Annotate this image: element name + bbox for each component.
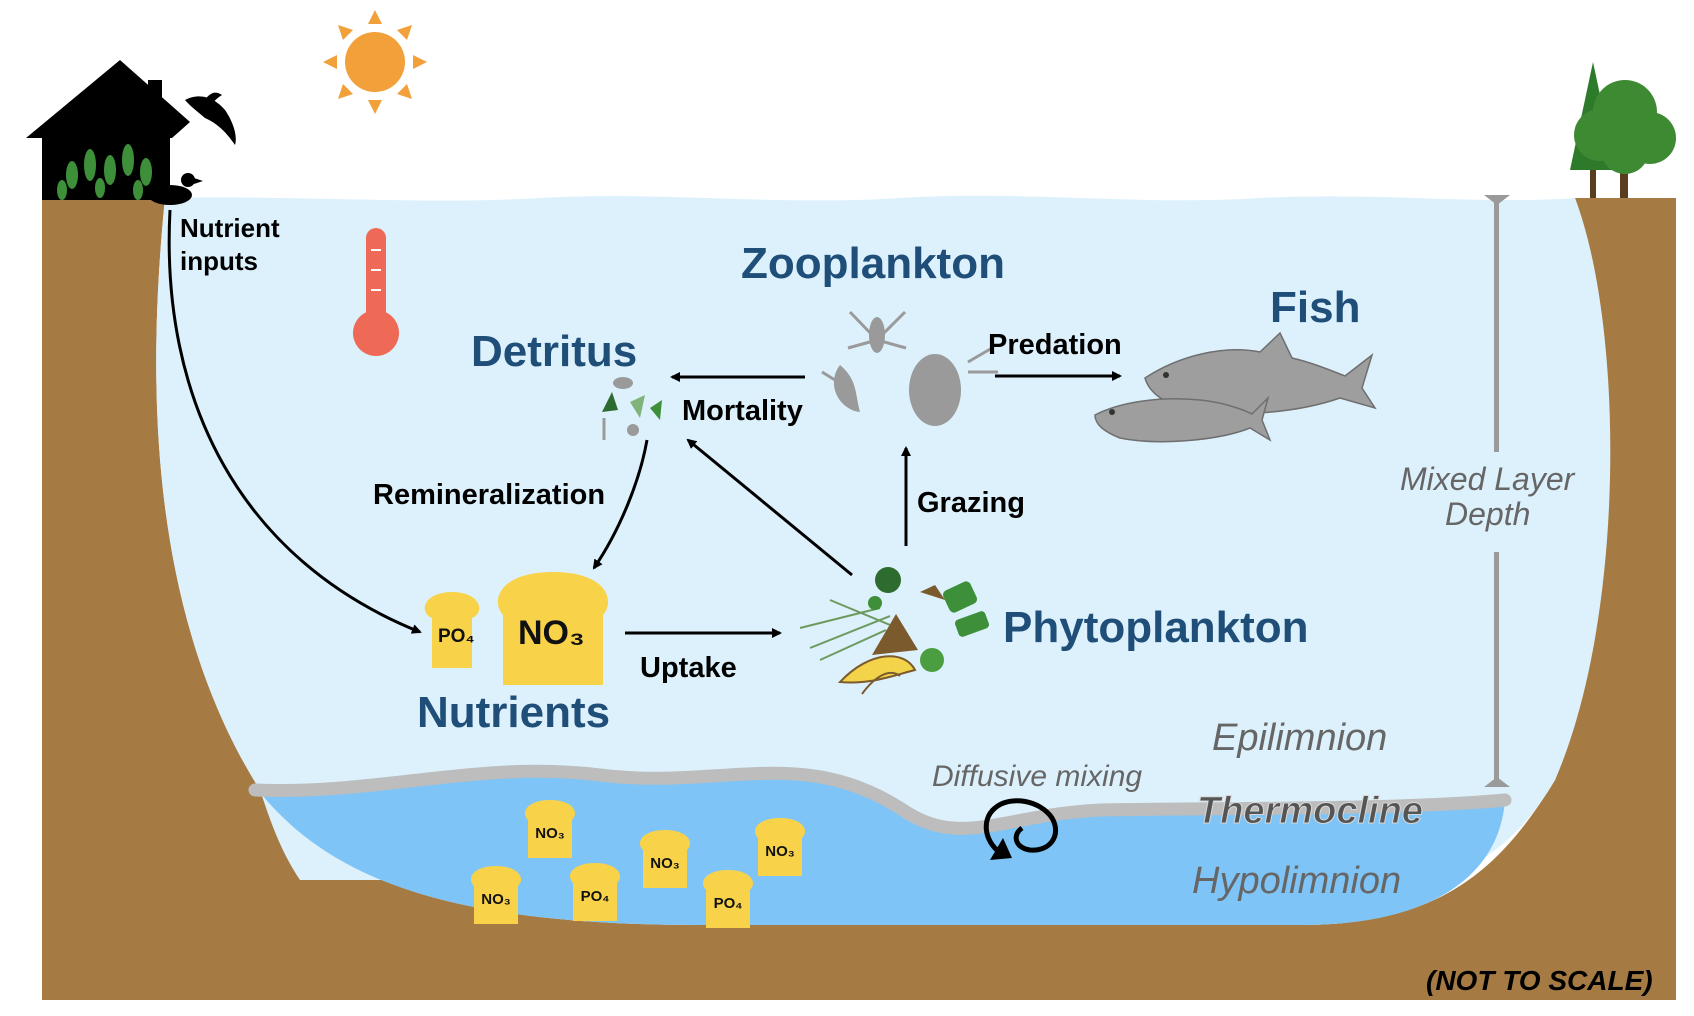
soil-basin: [42, 198, 1676, 1000]
crop-plants-icon: [57, 144, 152, 200]
not-to-scale-label: (NOT TO SCALE): [1426, 965, 1653, 996]
hypolimnion-nutrient-label: PO₄: [714, 895, 743, 912]
remineralization-arrow: [592, 439, 649, 570]
mixed-layer-depth-bar: [1484, 195, 1510, 787]
nutrient-inputs-label-line2: inputs: [180, 246, 258, 276]
hypolimnion-nutrient-icon: PO₄: [702, 870, 754, 928]
tree-icon: [1570, 62, 1676, 198]
hypolimnion-nutrient-icons: NO₃ NO₃ NO₃ NO₃ PO₄ PO₄: [470, 800, 806, 928]
grazing-label: Grazing: [917, 487, 1025, 519]
hypolimnion-nutrient-icon: PO₄: [569, 863, 621, 921]
mortality-label: Mortality: [682, 395, 803, 427]
hypolimnion-nutrient-icon: NO₃: [470, 866, 522, 924]
arrows: [167, 209, 1122, 638]
no3-label: NO₃: [518, 614, 585, 652]
hypolimnion-nutrient-label: NO₃: [765, 843, 795, 860]
remineralization-label: Remineralization: [373, 479, 605, 511]
phytoplankton-icon: [799, 567, 989, 695]
thermocline-label: Thermocline: [1197, 790, 1423, 832]
mixed-layer-depth-label-line2: Depth: [1445, 496, 1530, 532]
hypolimnion-nutrient-label: NO₃: [650, 855, 680, 872]
hypolimnion-nutrient-label: PO₄: [581, 888, 610, 905]
nutrients-label: Nutrients: [417, 688, 610, 737]
hypolimnion-nutrient-icon: NO₃: [639, 830, 691, 888]
zooplankton-label: Zooplankton: [741, 239, 1005, 288]
detritus-icon: [602, 377, 662, 440]
nutrient-inputs-label-line1: Nutrient: [180, 213, 280, 243]
predation-label: Predation: [988, 329, 1122, 361]
phytoplankton-label: Phytoplankton: [1003, 603, 1309, 652]
hypolimnion-nutrient-icon: NO₃: [754, 818, 806, 876]
hypolimnion-label: Hypolimnion: [1192, 860, 1401, 902]
po4-nutrient-icon: [424, 592, 480, 668]
sun-icon: [323, 10, 427, 114]
diffusive-mixing-label: Diffusive mixing: [932, 760, 1142, 793]
thermometer-icon: [353, 228, 399, 356]
fish-icon: [1094, 331, 1377, 443]
diffusive-mixing-icon: [983, 798, 1059, 860]
epilimnion-label: Epilimnion: [1212, 717, 1387, 759]
detritus-label: Detritus: [471, 327, 637, 376]
hypolimnion-nutrient-label: NO₃: [535, 825, 565, 842]
duck-icon: [148, 173, 203, 205]
uptake-label: Uptake: [640, 652, 737, 684]
phyto-to-detritus-arrow: [686, 438, 853, 577]
nutrient-input-arrow: [167, 209, 422, 634]
po4-label: PO₄: [438, 626, 475, 647]
hypolimnion-nutrient-label: NO₃: [481, 891, 511, 908]
thermocline-band: [248, 764, 1512, 835]
zooplankton-icon: [821, 310, 998, 426]
bird-icon: [185, 92, 236, 145]
no3-nutrient-icon: [497, 572, 609, 685]
fish-label: Fish: [1270, 283, 1360, 332]
hypolimnion-nutrient-icon: NO₃: [524, 800, 576, 858]
mixed-layer-depth-label-line1: Mixed Layer: [1400, 461, 1576, 497]
